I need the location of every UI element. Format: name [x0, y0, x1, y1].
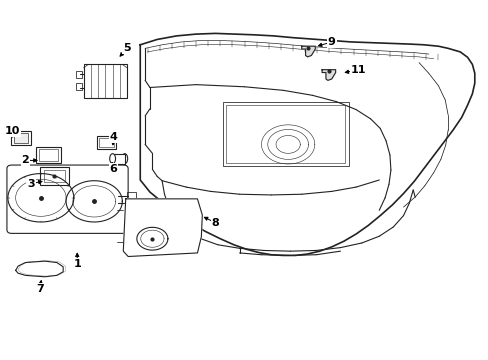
Polygon shape [322, 70, 335, 80]
Bar [97, 136, 116, 149]
Text: 4: 4 [109, 132, 117, 142]
Bar [11, 131, 31, 145]
Bar [131, 217, 146, 225]
Bar [36, 147, 61, 163]
Text: 8: 8 [211, 218, 219, 228]
Text: 11: 11 [350, 65, 366, 75]
Text: 6: 6 [109, 164, 117, 174]
Bar [146, 201, 159, 208]
Bar [112, 154, 124, 164]
Bar [83, 64, 127, 98]
Text: 2: 2 [21, 156, 29, 166]
Bar [168, 217, 183, 225]
Bar [76, 71, 82, 78]
Bar [225, 104, 345, 163]
Bar [44, 170, 65, 183]
Polygon shape [301, 46, 315, 57]
Bar [39, 149, 58, 161]
Bar [222, 102, 348, 166]
Text: 10: 10 [5, 126, 20, 136]
Ellipse shape [109, 154, 115, 164]
Bar [127, 193, 136, 207]
Bar [130, 201, 143, 208]
Bar [193, 215, 199, 227]
Text: 7: 7 [36, 284, 44, 293]
Bar [40, 167, 69, 185]
Bar [177, 201, 189, 208]
Bar [14, 133, 28, 143]
Text: 9: 9 [327, 37, 335, 47]
Bar [76, 82, 82, 90]
Text: 5: 5 [123, 43, 131, 53]
Bar [99, 138, 113, 147]
Ellipse shape [122, 154, 127, 164]
Text: 1: 1 [73, 258, 81, 269]
Polygon shape [123, 199, 202, 257]
Text: 3: 3 [27, 179, 35, 189]
Bar [193, 231, 199, 244]
Bar [161, 201, 174, 208]
Bar [150, 217, 164, 225]
